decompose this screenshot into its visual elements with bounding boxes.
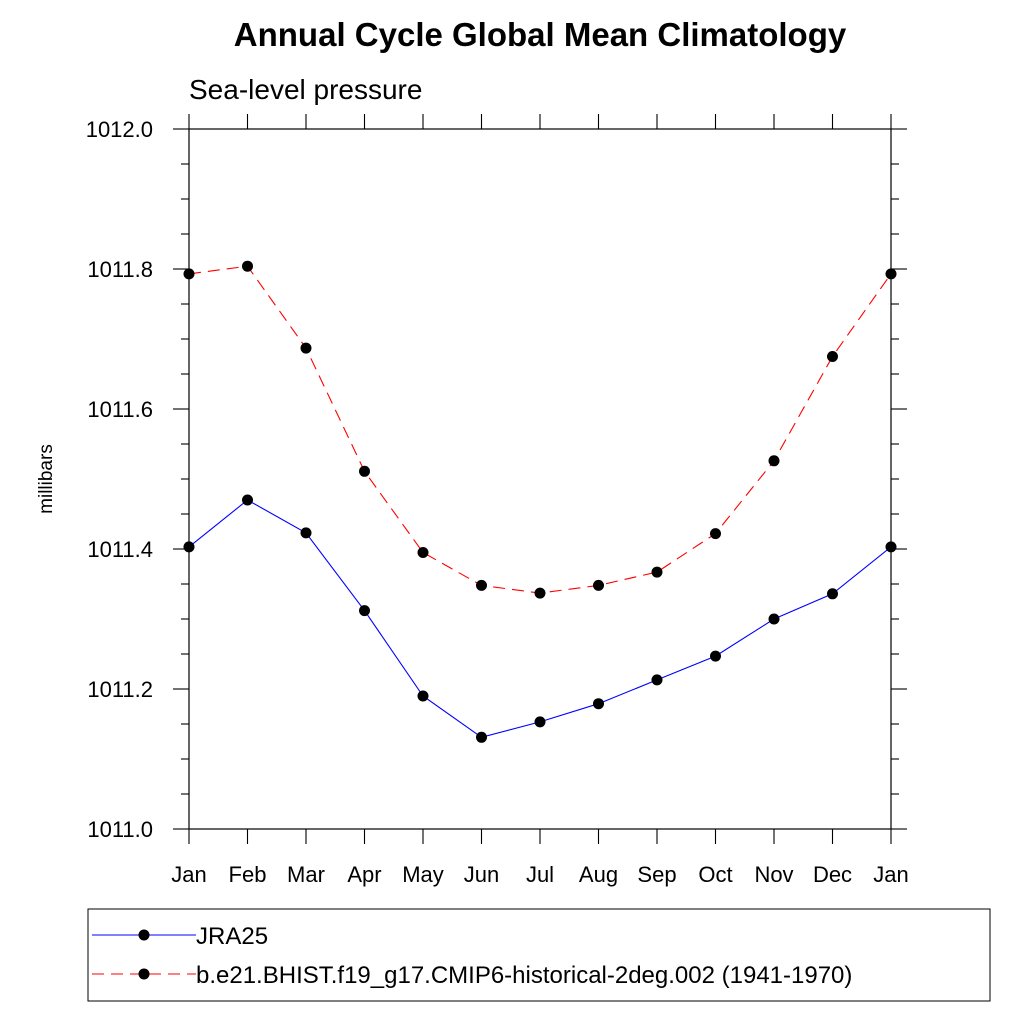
x-tick-label: Jan	[171, 862, 206, 887]
legend-marker	[138, 968, 150, 980]
data-point	[768, 613, 780, 625]
series-layer	[183, 260, 897, 743]
data-point	[476, 579, 487, 591]
data-point	[417, 547, 429, 558]
data-point	[476, 731, 487, 743]
y-tick-label: 1011.4	[87, 537, 153, 562]
data-point	[827, 588, 838, 600]
x-tick-labels: Jan Feb Mar Apr May Jun Jul Aug Sep Oct Nov Dec Jan	[171, 862, 908, 887]
series-line	[188, 265, 892, 594]
legend-marker	[138, 929, 150, 941]
series-line	[188, 499, 892, 738]
legend-label: JRA25	[196, 923, 268, 950]
data-point	[534, 716, 546, 728]
x-tick-label: Oct	[698, 862, 732, 887]
legend-label: b.e21.BHIST.f19_g17.CMIP6-historical-2de…	[196, 962, 852, 989]
plot-frame	[188, 128, 892, 830]
x-tick-label: Sep	[637, 862, 676, 887]
data-point	[300, 527, 312, 539]
x-tick-label: Aug	[579, 862, 618, 887]
x-tick-label: Jul	[526, 862, 554, 887]
axis-ticks	[173, 114, 907, 844]
y-tick-label: 1011.0	[87, 817, 153, 842]
y-tick-label: 1011.8	[87, 257, 153, 282]
data-point	[242, 260, 253, 272]
y-tick-label: 1011.2	[87, 677, 153, 702]
data-point	[242, 494, 253, 506]
legend-items: JRA25 b.e21.BHIST.f19_g17.CMIP6-historica…	[92, 923, 852, 989]
y-tick-label: 1012.0	[86, 117, 153, 142]
data-point	[710, 528, 721, 540]
data-point	[300, 342, 312, 354]
x-tick-label: Apr	[347, 862, 381, 887]
x-tick-label: Jan	[873, 862, 908, 887]
data-point	[710, 650, 721, 662]
data-point	[534, 587, 546, 599]
x-tick-label: Nov	[754, 862, 793, 887]
chart-title: Annual Cycle Global Mean Climatology	[234, 16, 847, 53]
data-point	[359, 605, 370, 617]
data-point	[593, 579, 604, 591]
data-point	[593, 698, 604, 710]
x-tick-label: Feb	[229, 862, 267, 887]
x-tick-label: Jun	[464, 862, 499, 887]
data-point	[359, 465, 370, 477]
chart-subtitle: Sea-level pressure	[189, 74, 422, 105]
data-point	[417, 690, 429, 702]
y-tick-labels: 1011.0 1011.2 1011.4 1011.6 1011.8 1012.0	[86, 117, 153, 842]
x-tick-label: May	[402, 862, 444, 887]
data-point	[651, 674, 663, 686]
y-tick-label: 1011.6	[87, 397, 153, 422]
x-tick-label: Dec	[813, 862, 852, 887]
data-point	[768, 455, 780, 467]
data-point	[651, 566, 663, 578]
y-axis-label: millibars	[36, 444, 57, 514]
legend: JRA25 b.e21.BHIST.f19_g17.CMIP6-historica…	[87, 908, 991, 1002]
data-point	[827, 351, 838, 362]
legend-box	[87, 908, 991, 1002]
x-tick-label: Mar	[287, 862, 325, 887]
